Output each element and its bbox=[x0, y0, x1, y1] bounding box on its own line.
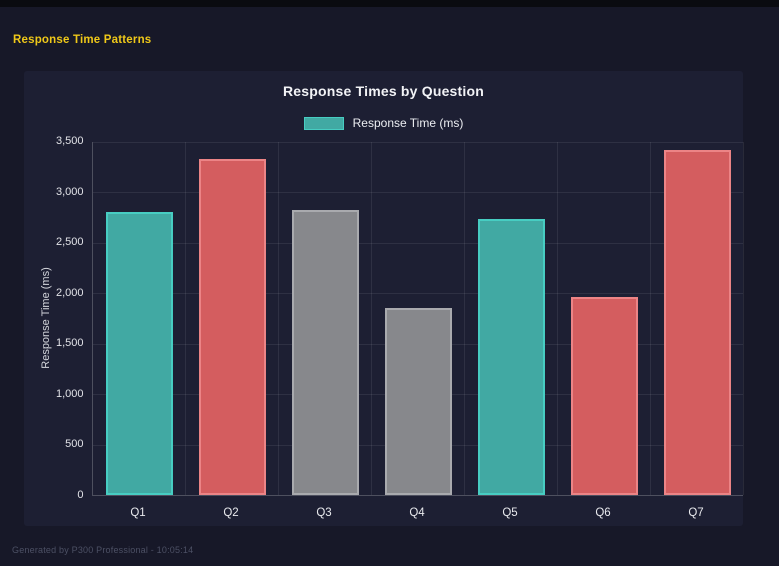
y-tick-label: 2,500 bbox=[55, 236, 84, 249]
footer-status-text: Generated by P300 Professional - 10:05:1… bbox=[12, 545, 194, 555]
bar-q6[interactable] bbox=[570, 297, 638, 495]
h-gridline bbox=[92, 192, 743, 194]
y-tick-label: 0 bbox=[77, 489, 84, 501]
legend-label: Response Time (ms) bbox=[352, 116, 464, 130]
plot-area bbox=[91, 141, 744, 496]
v-gridline bbox=[650, 141, 651, 495]
bar-q2[interactable] bbox=[198, 158, 266, 495]
x-tick-label-q2: Q2 bbox=[223, 507, 239, 519]
bar-q7[interactable] bbox=[663, 149, 731, 495]
page-title: Response Time Patterns bbox=[13, 34, 152, 46]
bar-q3[interactable] bbox=[291, 210, 359, 495]
v-gridline bbox=[371, 141, 372, 495]
x-tick-label-q5: Q5 bbox=[502, 507, 518, 519]
window-chrome-bar bbox=[0, 0, 779, 7]
chart-title: Response Times by Question bbox=[283, 83, 484, 99]
x-tick-label-q7: Q7 bbox=[688, 507, 704, 519]
y-tick-label: 1,000 bbox=[55, 387, 84, 400]
y-tick-label: 3,500 bbox=[55, 135, 84, 147]
legend-swatch bbox=[303, 116, 344, 130]
y-tick-label: 2,000 bbox=[55, 286, 84, 299]
legend-item-response-time[interactable]: Response Time (ms) bbox=[24, 115, 743, 131]
v-gridline bbox=[464, 141, 465, 495]
y-tick-label: 500 bbox=[65, 438, 84, 451]
bar-q1[interactable] bbox=[105, 211, 173, 495]
y-tick-label: 3,000 bbox=[55, 185, 84, 198]
h-gridline bbox=[92, 293, 743, 295]
h-gridline bbox=[92, 242, 743, 244]
y-tick-label: 1,500 bbox=[55, 337, 84, 350]
x-tick-label-q1: Q1 bbox=[130, 507, 146, 519]
x-tick-label-q3: Q3 bbox=[316, 507, 332, 519]
v-gridline bbox=[185, 141, 186, 495]
v-gridline bbox=[557, 141, 558, 495]
v-gridline bbox=[278, 141, 279, 495]
bar-q4[interactable] bbox=[384, 308, 452, 495]
h-gridline bbox=[92, 141, 743, 143]
v-gridline bbox=[743, 141, 744, 495]
x-tick-label-q6: Q6 bbox=[595, 507, 611, 519]
x-tick-label-q4: Q4 bbox=[409, 507, 425, 519]
bar-q5[interactable] bbox=[477, 218, 545, 495]
y-axis-title: Response Time (ms) bbox=[40, 267, 52, 369]
chart-panel: Response Times by Question Response Time… bbox=[24, 71, 744, 526]
